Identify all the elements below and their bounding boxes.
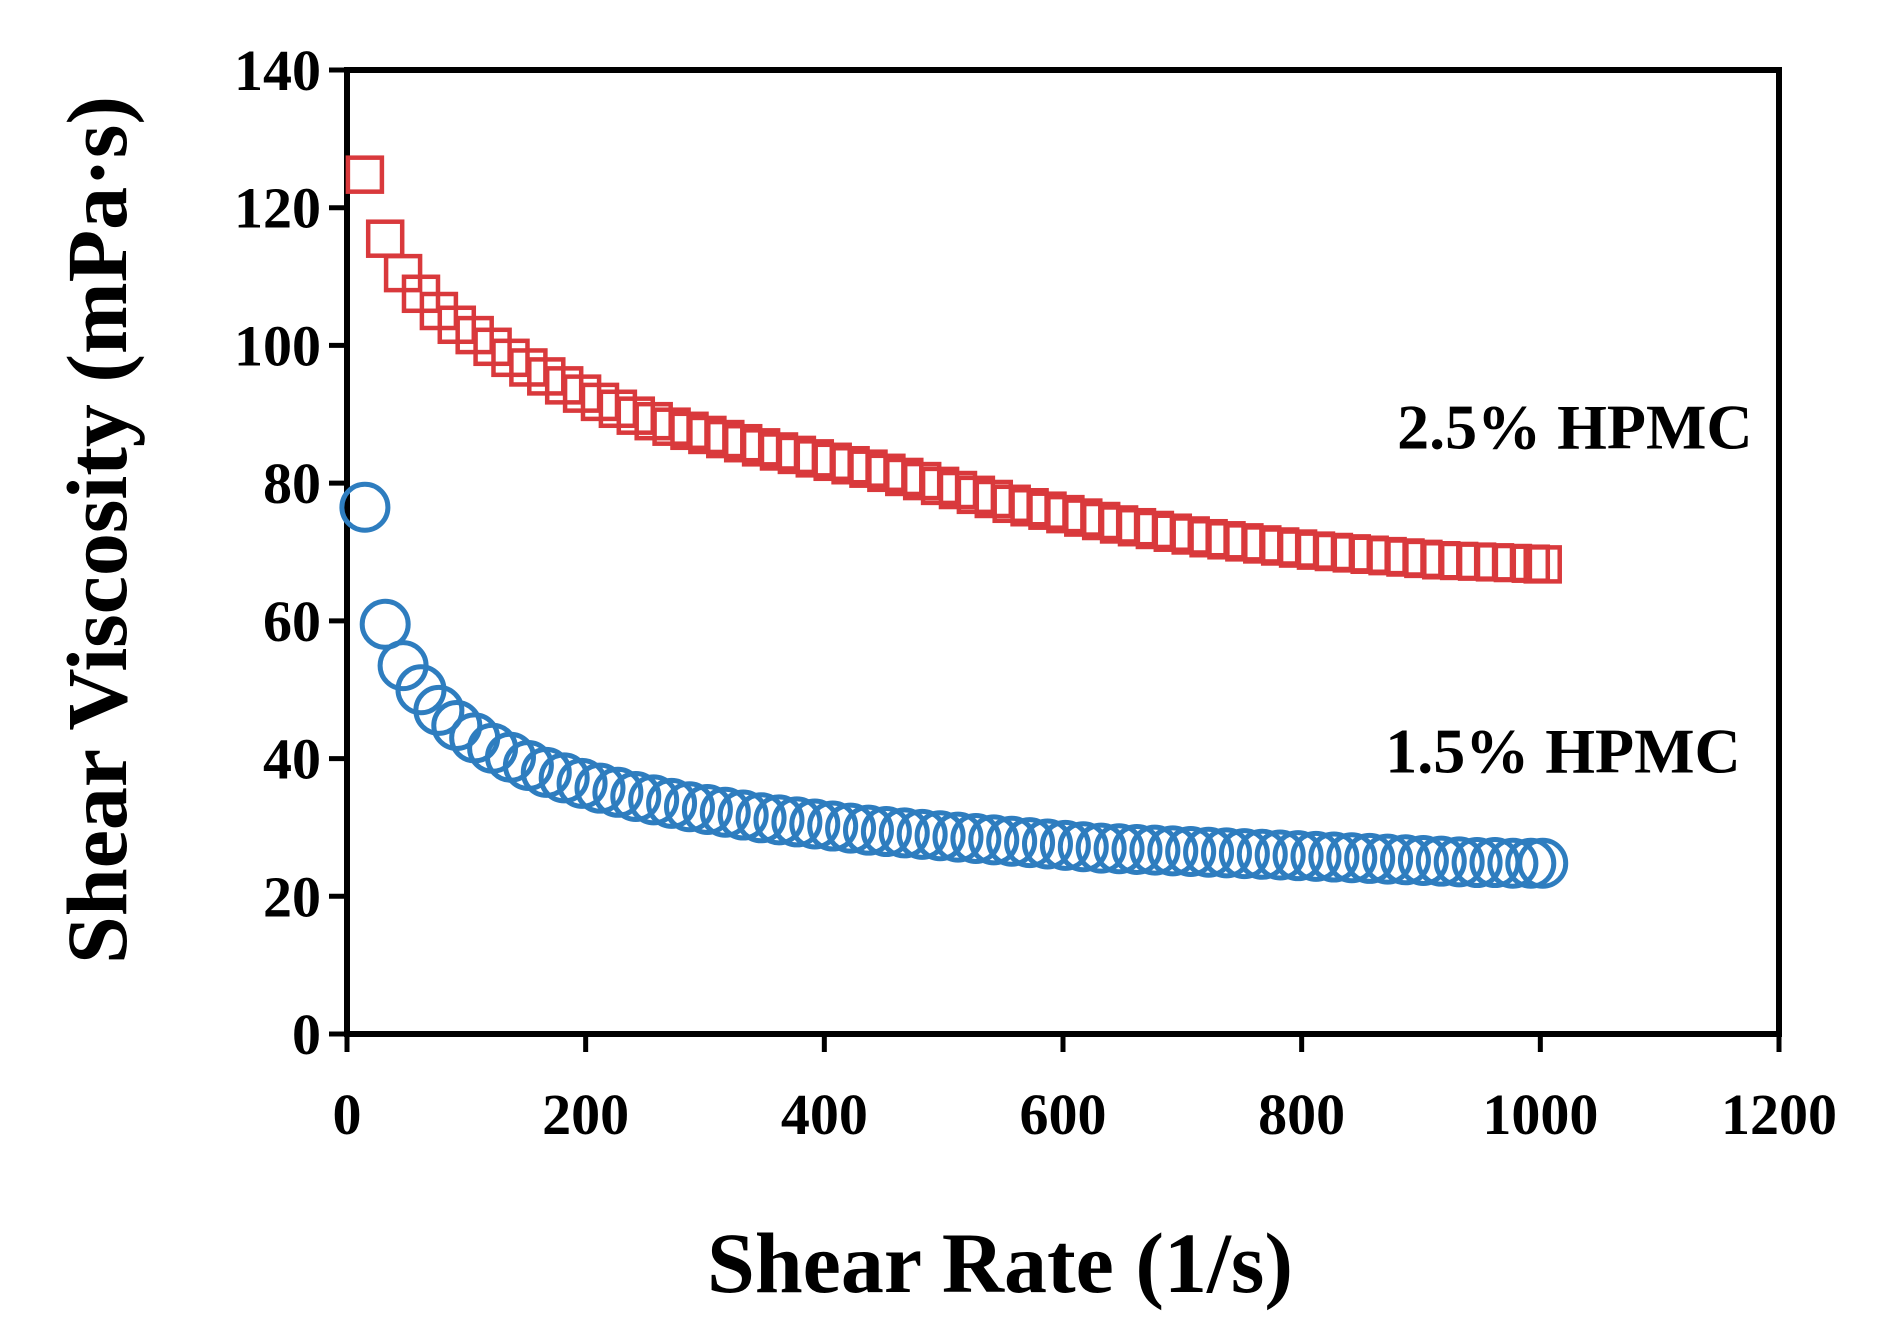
- data-point-circle: [1200, 827, 1252, 879]
- data-point-circle: [932, 811, 984, 863]
- data-point-circle: [1379, 834, 1431, 886]
- data-point-circle: [1344, 832, 1396, 884]
- series-circles: [339, 481, 1569, 889]
- data-point-circle: [968, 814, 1020, 866]
- x-tick-label: 0: [333, 1082, 362, 1147]
- data-point-circle: [896, 808, 948, 860]
- y-tick-label: 60: [263, 589, 321, 654]
- data-point-circle: [1021, 818, 1073, 870]
- data-point-circle: [717, 789, 769, 841]
- x-tick-label: 1200: [1721, 1082, 1837, 1147]
- data-point-circle: [1451, 837, 1503, 889]
- data-point-circle: [1004, 817, 1056, 869]
- data-point-circle: [807, 800, 859, 852]
- data-point-circle: [1218, 828, 1270, 880]
- data-point-circle: [592, 766, 644, 818]
- data-point-circle: [1326, 832, 1378, 884]
- data-point-circle: [339, 481, 391, 533]
- data-point-circle: [359, 598, 411, 650]
- x-tick-label: 800: [1258, 1082, 1345, 1147]
- y-tick-label: 80: [263, 451, 321, 516]
- data-point-circle: [1236, 828, 1288, 880]
- x-tick-label: 200: [542, 1082, 629, 1147]
- data-point-circle: [1183, 826, 1235, 878]
- data-point-circle: [1290, 830, 1342, 882]
- series-label: 2.5% HPMC: [1397, 392, 1753, 463]
- data-point-circle: [574, 762, 626, 814]
- x-tick-label: 600: [1020, 1082, 1107, 1147]
- data-point-circle: [610, 770, 662, 822]
- y-tick-label: 120: [234, 176, 321, 241]
- data-point-square: [345, 155, 385, 194]
- data-point-circle: [1517, 837, 1569, 889]
- x-tick-label: 400: [781, 1082, 868, 1147]
- data-point-circle: [681, 784, 733, 836]
- data-point-circle: [986, 815, 1038, 867]
- x-tick-label: 1000: [1482, 1082, 1598, 1147]
- data-point-circle: [1111, 823, 1163, 875]
- data-point-circle: [628, 774, 680, 826]
- data-point-circle: [1254, 829, 1306, 881]
- data-point-circle: [860, 806, 912, 858]
- data-point-circle: [1093, 823, 1145, 875]
- data-point-circle: [1039, 819, 1091, 871]
- data-point-circle: [646, 777, 698, 829]
- data-point-circle: [914, 810, 966, 862]
- data-point-circle: [950, 812, 1002, 864]
- y-tick-label: 100: [234, 313, 321, 378]
- y-tick-label: 40: [263, 727, 321, 792]
- y-axis-title: Shear Viscosity (mPa·s): [49, 96, 145, 964]
- data-point-square: [365, 219, 405, 258]
- series-labels: 2.5% HPMC 1.5% HPMC: [1385, 392, 1752, 787]
- series-layer: [339, 155, 1569, 889]
- data-point-circle: [771, 796, 823, 848]
- y-tick-label: 0: [292, 1002, 321, 1067]
- data-point-circle: [878, 807, 930, 859]
- data-point-circle: [1129, 824, 1181, 876]
- data-point-circle: [789, 798, 841, 850]
- data-point-circle: [556, 757, 608, 809]
- data-point-circle: [1147, 825, 1199, 877]
- series-squares: [345, 155, 1562, 584]
- data-point-circle: [842, 804, 894, 856]
- data-point-circle: [663, 781, 715, 833]
- data-point-square: [1523, 545, 1562, 584]
- y-tick-label: 20: [263, 864, 321, 929]
- data-point-circle: [1505, 837, 1557, 889]
- data-point-circle: [699, 786, 751, 838]
- x-axis-ticks: 0 200 400 600 800 1000 1200: [333, 1034, 1837, 1147]
- data-point-circle: [413, 684, 465, 736]
- data-point-circle: [1308, 831, 1360, 883]
- series-label: 1.5% HPMC: [1385, 715, 1741, 786]
- plot-frame: [344, 67, 1782, 1037]
- data-point-circle: [1487, 837, 1539, 889]
- y-tick-label: 140: [234, 38, 321, 103]
- data-point-circle: [1433, 836, 1485, 888]
- data-point-circle: [825, 802, 877, 854]
- data-point-circle: [1075, 822, 1127, 874]
- data-point-circle: [1057, 821, 1109, 873]
- data-point-circle: [1415, 835, 1467, 887]
- data-point-circle: [1165, 826, 1217, 878]
- data-point-circle: [1397, 834, 1449, 886]
- data-point-circle: [753, 794, 805, 846]
- data-point-circle: [1362, 833, 1414, 885]
- data-point-circle: [735, 792, 787, 844]
- y-axis-ticks: 0 20 40 60 80 100 120 140: [234, 38, 347, 1067]
- x-axis-title: Shear Rate (1/s): [707, 1215, 1293, 1311]
- data-point-circle: [1272, 830, 1324, 882]
